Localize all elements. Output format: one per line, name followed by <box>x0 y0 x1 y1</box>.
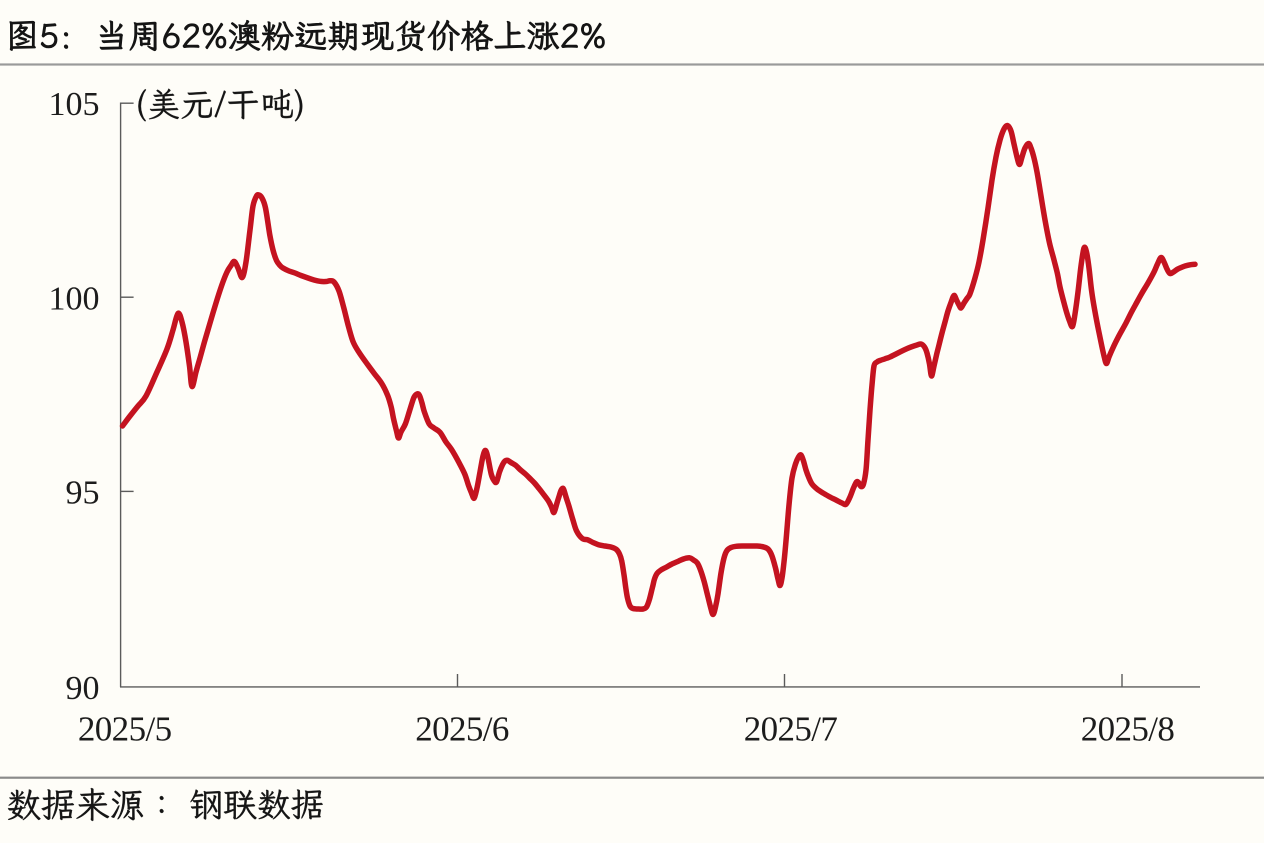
svg-text:2025/5: 2025/5 <box>78 710 172 749</box>
svg-text:2025/6: 2025/6 <box>415 710 509 749</box>
svg-text:100: 100 <box>49 280 100 317</box>
svg-text:90: 90 <box>66 670 100 707</box>
svg-text:105: 105 <box>49 86 100 123</box>
svg-text:95: 95 <box>66 475 100 512</box>
svg-text:2025/7: 2025/7 <box>744 710 838 749</box>
svg-text:2025/8: 2025/8 <box>1081 710 1175 749</box>
